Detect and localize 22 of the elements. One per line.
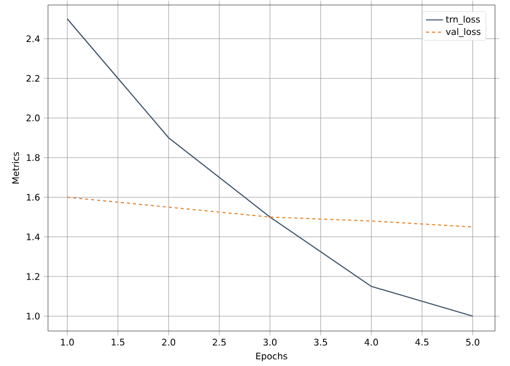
x-tick-label: 1.0	[61, 338, 74, 346]
y-tick-label: 2.2	[26, 74, 40, 82]
x-tick-label: 4.5	[415, 338, 428, 346]
x-tick-label: 2.5	[212, 338, 226, 346]
x-tick-label: 5.0	[466, 338, 480, 346]
x-tick-label: 2.0	[162, 338, 176, 346]
y-tick-label: 1.4	[26, 234, 40, 240]
y-tick-label: 1.0	[26, 312, 40, 320]
y-tick-label: 1.6	[26, 194, 40, 201]
x-tick-label: 1.5	[112, 338, 124, 346]
y-tick-label: 2.4	[26, 35, 40, 42]
y-tick-label: 2.0	[26, 114, 40, 122]
x-tick-label: 3.5	[314, 338, 328, 346]
x-tick-label: 3.0	[264, 338, 277, 346]
x-axis-title: Epochs	[256, 352, 288, 362]
x-tick-label: 4.0	[364, 338, 378, 346]
legend-label: val_loss	[446, 28, 480, 38]
y-tick-label: 1.8	[26, 154, 40, 161]
legend-label: trn_loss	[446, 16, 480, 25]
line-series	[66, 196, 474, 228]
y-tick-label: 1.2	[26, 273, 40, 280]
y-axis-title: Metrics	[12, 152, 20, 184]
